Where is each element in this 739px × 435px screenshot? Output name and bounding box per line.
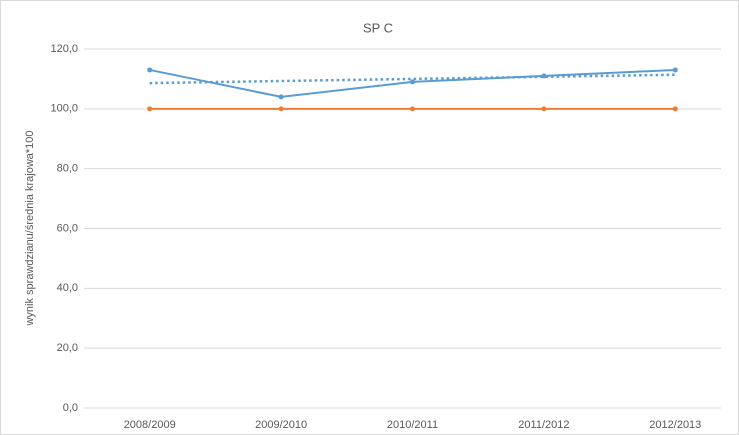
- y-tick-label: 60,0: [57, 222, 78, 234]
- data-point: [410, 106, 415, 112]
- data-point: [147, 106, 153, 112]
- y-tick-label: 80,0: [57, 163, 78, 175]
- data-point: [672, 106, 678, 112]
- x-tick-label: 2010/2011: [387, 419, 438, 431]
- y-tick-label: 40,0: [57, 282, 78, 294]
- data-point: [410, 79, 415, 85]
- y-tick-label: 20,0: [57, 342, 78, 354]
- y-tick-label: 0,0: [63, 402, 78, 414]
- chart-title: SP C: [363, 20, 393, 35]
- y-tick-label: 120,0: [50, 43, 78, 55]
- data-point: [278, 106, 284, 112]
- x-tick-label: 2009/2010: [255, 419, 307, 431]
- data-point: [147, 67, 153, 73]
- y-tick-label: 100,0: [50, 103, 78, 115]
- data-point: [672, 67, 678, 73]
- y-axis-label: wynik sprawdzianu/średnia krajowa*100: [24, 130, 36, 326]
- data-point: [541, 106, 547, 112]
- x-tick-label: 2008/2009: [124, 419, 176, 431]
- x-tick-label: 2011/2012: [518, 419, 569, 431]
- data-point: [278, 94, 284, 100]
- x-tick-label: 2012/2013: [649, 419, 701, 431]
